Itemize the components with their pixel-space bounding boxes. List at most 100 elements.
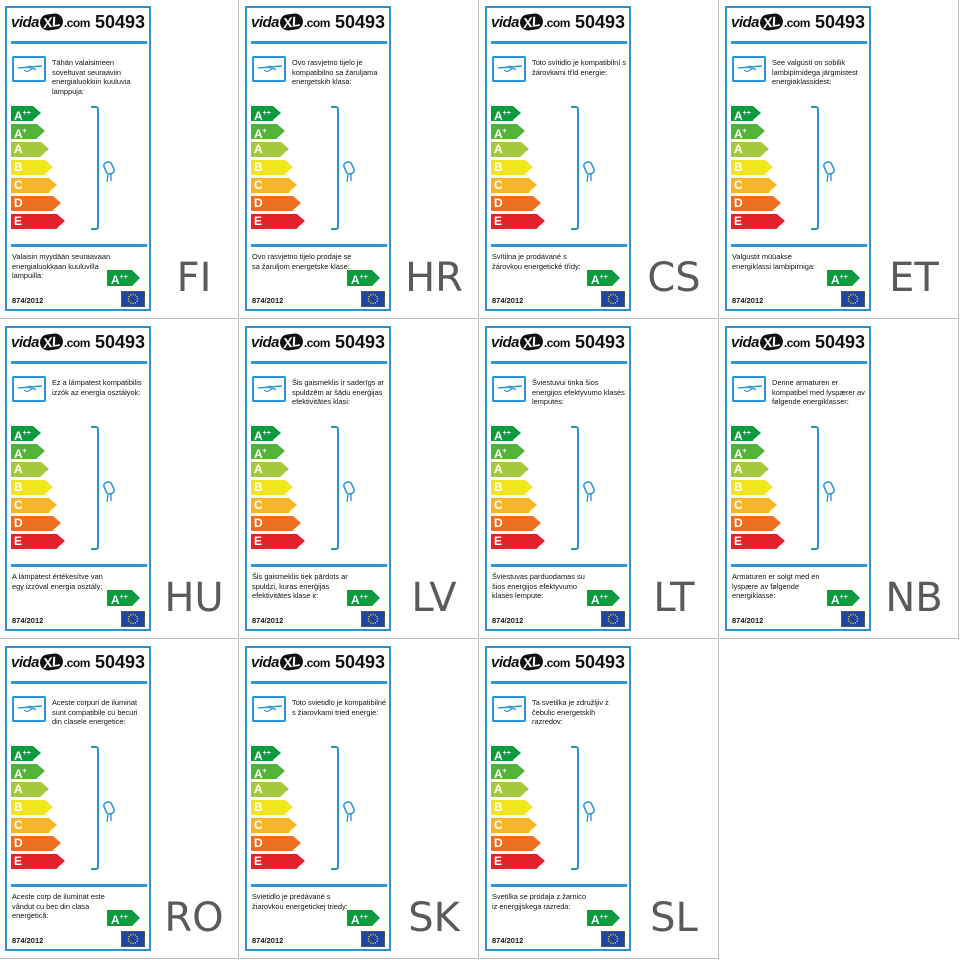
- energy-class-letter: B: [254, 800, 263, 814]
- header-divider: [491, 361, 627, 364]
- label-cell-ro: vida XL .com 50493 Aceste corpuri de ilumi…: [0, 640, 239, 959]
- energy-class-letter: A++: [734, 429, 751, 443]
- sold-class-letter: A++: [111, 273, 128, 287]
- compatibility-text: Aceste corpuri de iluminat sunt compatib…: [52, 698, 138, 727]
- logo-mark: XL: [759, 332, 784, 352]
- header-divider: [11, 361, 147, 364]
- label-header: vida XL .com 50493: [11, 651, 147, 677]
- footer-divider: [491, 564, 627, 567]
- regulation-number: 874/2012: [252, 616, 284, 625]
- sold-with-text: Šis gaismeklis tiek pārdots ar spuldzi, …: [252, 572, 348, 601]
- product-code: 50493: [334, 332, 385, 352]
- product-code: 50493: [334, 12, 385, 32]
- bulb-icon: [822, 160, 836, 189]
- sold-class-letter: A++: [351, 273, 368, 287]
- energy-class-letter: D: [14, 196, 23, 210]
- sold-with-text: Valgustit müüakse energiklassi lambipirn…: [732, 252, 815, 271]
- product-code: 50493: [574, 332, 625, 352]
- energy-class-letter: B: [254, 480, 263, 494]
- class-range-bracket: [571, 426, 579, 550]
- label-header: vida XL .com 50493: [11, 331, 147, 357]
- product-code: 50493: [334, 652, 385, 672]
- logo-mark: XL: [39, 12, 64, 32]
- vidaxl-logo: vida XL .com: [11, 12, 90, 32]
- regulation-number: 874/2012: [12, 616, 44, 625]
- product-code: 50493: [574, 652, 625, 672]
- sold-with-text: Armaturen er solgt med en lyspære av føl…: [732, 572, 820, 601]
- class-range-bracket: [811, 426, 819, 550]
- compatibility-text: Ez a lámpatest kompatibilis izzók az ene…: [52, 378, 142, 397]
- luminaire-icon: [492, 56, 526, 82]
- compatibility-text: See valgusti on sobilik lambipirnidega j…: [772, 58, 858, 87]
- compatibility-text: Tähän valaisimeen soveltuvat seuraaviin …: [52, 58, 131, 96]
- footer-divider: [491, 244, 627, 247]
- logo-suffix: .com: [63, 336, 91, 350]
- energy-class-letter: A++: [14, 109, 31, 123]
- energy-class-letter: C: [254, 818, 263, 832]
- luminaire-icon: [12, 696, 46, 722]
- sold-with-text: A lámpatest értékesítve van egy izzóval …: [12, 572, 103, 591]
- bulb-icon: [582, 480, 596, 509]
- energy-class-letter: D: [494, 516, 503, 530]
- energy-class-letter: A+: [254, 127, 267, 141]
- logo-mark: XL: [519, 652, 544, 672]
- energy-class-letter: A: [254, 462, 263, 476]
- sold-class-badge: A++: [587, 590, 621, 607]
- regulation-number: 874/2012: [492, 616, 524, 625]
- sold-class-letter: A++: [351, 913, 368, 927]
- header-divider: [251, 681, 387, 684]
- energy-class-letter: D: [254, 516, 263, 530]
- eu-flag-icon: [361, 291, 385, 307]
- sold-class-badge: A++: [107, 270, 141, 287]
- energy-class-letter: E: [734, 534, 743, 548]
- luminaire-icon: [492, 696, 526, 722]
- energy-class-letter: C: [14, 498, 23, 512]
- compatibility-text: Šviestuvui tinka šios energijos efektyvu…: [532, 378, 625, 407]
- bulb-icon: [582, 160, 596, 189]
- energy-class-letter: A+: [494, 767, 507, 781]
- bulb-icon: [822, 480, 836, 509]
- logo-prefix: vida: [11, 334, 40, 351]
- energy-class-letter: A+: [254, 447, 267, 461]
- logo-suffix: .com: [543, 336, 571, 350]
- vidaxl-logo: vida XL .com: [251, 12, 330, 32]
- luminaire-icon: [732, 56, 766, 82]
- sold-class-badge: A++: [587, 270, 621, 287]
- energy-class-letter: E: [494, 534, 503, 548]
- energy-class-letter: A++: [494, 109, 511, 123]
- vidaxl-logo: vida XL .com: [491, 652, 570, 672]
- label-header: vida XL .com 50493: [251, 331, 387, 357]
- energy-class-letter: A+: [734, 447, 747, 461]
- regulation-number: 874/2012: [252, 296, 284, 305]
- label-header: vida XL .com 50493: [731, 331, 867, 357]
- language-code: HR: [405, 255, 463, 301]
- compatibility-text: Toto svietidlo je kompatibilné s žiarovk…: [292, 698, 387, 717]
- sold-with-text: Ovo rasvjetno tijelo prodaje se sa žarul…: [252, 252, 352, 271]
- footer-divider: [11, 564, 147, 567]
- logo-prefix: vida: [491, 654, 520, 671]
- energy-class-letter: D: [14, 836, 23, 850]
- logo-prefix: vida: [11, 654, 40, 671]
- logo-prefix: vida: [11, 14, 40, 31]
- energy-class-letter: A: [14, 462, 23, 476]
- language-code: SL: [650, 895, 698, 941]
- energy-class-letter: D: [14, 516, 23, 530]
- energy-class-letter: A++: [494, 749, 511, 763]
- vidaxl-logo: vida XL .com: [731, 332, 810, 352]
- sold-class-letter: A++: [111, 593, 128, 607]
- eu-flag-icon: [121, 611, 145, 627]
- luminaire-icon: [732, 376, 766, 402]
- energy-label: vida XL .com 50493 Ez a lámpatest kompatib…: [5, 326, 151, 631]
- energy-class-letter: E: [254, 854, 263, 868]
- energy-class-letter: C: [254, 498, 263, 512]
- language-code: FI: [176, 255, 212, 301]
- energy-class-letter: A++: [14, 749, 31, 763]
- energy-class-letter: A: [254, 142, 263, 156]
- sold-with-text: Svetilka se prodaja z žarnico iz energij…: [492, 892, 587, 911]
- sold-class-letter: A++: [591, 913, 608, 927]
- energy-class-letter: E: [254, 534, 263, 548]
- header-divider: [251, 41, 387, 44]
- label-cell-lv: vida XL .com 50493 Šis gaismeklis ir sader…: [240, 320, 479, 639]
- energy-class-letter: B: [14, 800, 23, 814]
